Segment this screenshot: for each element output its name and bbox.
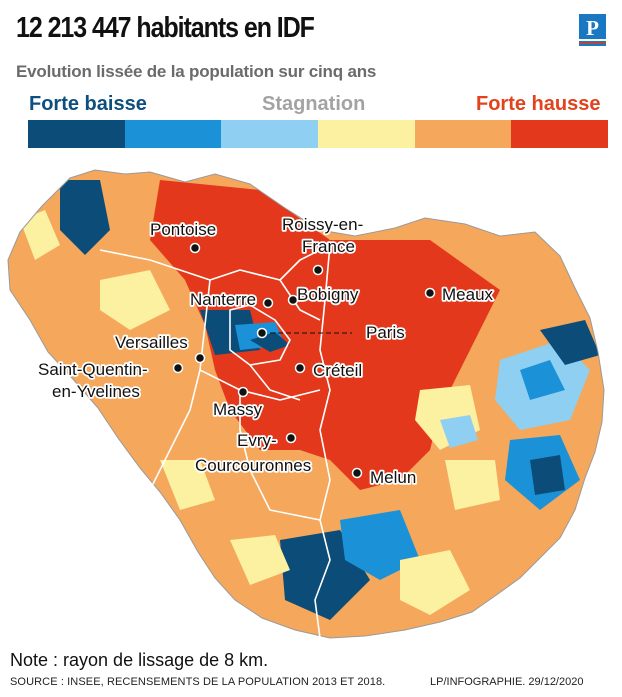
city-label: Versailles	[115, 333, 188, 352]
city-label: Nanterre	[190, 290, 256, 309]
city-nanterre: Nanterre	[188, 288, 274, 311]
map-title: 12 213 447 habitants en IDF	[16, 12, 315, 44]
city-marker	[424, 287, 436, 299]
city-label: Bobigny	[297, 285, 359, 304]
city-roissy-en-france: Roissy-en-France	[280, 213, 365, 276]
city-label: Evry-Courcouronnes	[195, 431, 311, 475]
city-pontoise: Pontoise	[148, 218, 218, 254]
city-melun: Melun	[351, 466, 418, 489]
city-meaux: Meaux	[424, 283, 495, 306]
legend-high-label: Forte hausse	[476, 93, 601, 115]
idf-population-map: Pontoise Roissy-en-France Nanterre Bobigny M…	[7, 169, 605, 639]
city-marker	[172, 362, 184, 374]
city-marker	[294, 362, 306, 374]
legend-color-scale	[28, 120, 609, 148]
city-marker	[256, 327, 268, 339]
idf-border	[7, 169, 605, 639]
data-source: SOURCE : INSEE, RECENSEMENTS DE LA POPUL…	[10, 676, 386, 688]
legend-low-label: Forte baisse	[29, 93, 147, 115]
city-marker	[262, 297, 274, 309]
city-versailles: Versailles	[113, 331, 206, 364]
legend-swatch-3	[221, 120, 319, 148]
city-massy: Massy	[211, 386, 264, 421]
legend-swatch-6	[511, 120, 609, 148]
city-marker	[194, 352, 206, 364]
city-marker	[237, 386, 249, 398]
city-label: Paris	[366, 323, 405, 342]
svg-text:P: P	[586, 16, 599, 40]
legend-mid-label: Stagnation	[262, 93, 366, 115]
city-layer: Pontoise Roissy-en-France Nanterre Bobigny M…	[36, 213, 495, 489]
smoothing-note: Note : rayon de lissage de 8 km.	[10, 650, 269, 670]
city-marker	[351, 467, 363, 479]
department-borders	[99, 244, 331, 639]
le-parisien-logo: P	[579, 14, 606, 46]
city-marker	[285, 432, 297, 444]
city-label: Pontoise	[150, 220, 216, 239]
city-creteil: Créteil	[294, 359, 364, 382]
city-marker	[189, 242, 201, 254]
city-saint-quentin-en-yvelines: Saint-Quentin-en-Yvelines	[36, 358, 184, 403]
legend-labels: Forte baisse Stagnation Forte hausse	[0, 93, 622, 117]
city-label: Meaux	[442, 285, 494, 304]
city-label: Saint-Quentin-en-Yvelines	[38, 360, 148, 401]
legend-swatch-1	[28, 120, 125, 148]
city-label: Créteil	[313, 361, 362, 380]
city-marker	[312, 264, 324, 276]
city-label: Melun	[370, 468, 416, 487]
city-evry-courcouronnes: Evry-Courcouronnes	[193, 429, 313, 477]
legend-swatch-2	[124, 120, 222, 148]
city-label: Massy	[213, 400, 263, 419]
map-choropleth	[8, 170, 604, 638]
legend-swatch-5	[414, 120, 512, 148]
city-marker	[287, 294, 299, 306]
city-label: Roissy-en-France	[282, 215, 363, 256]
infographic-credit: LP/INFOGRAPHIE. 29/12/2020	[430, 676, 584, 688]
legend-swatch-4	[318, 120, 415, 148]
city-bobigny: Bobigny	[287, 283, 361, 306]
map-subtitle: Evolution lissée de la population sur ci…	[16, 62, 377, 81]
city-paris: Paris	[256, 321, 406, 344]
